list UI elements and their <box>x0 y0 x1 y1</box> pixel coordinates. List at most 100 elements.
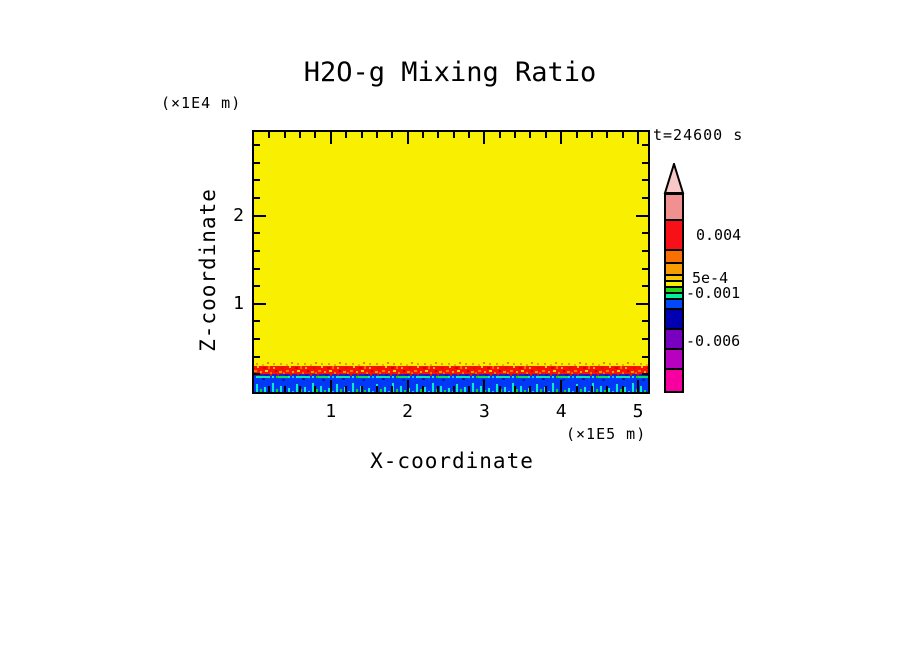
axis-tick <box>437 386 439 392</box>
axis-tick <box>642 338 648 340</box>
axis-tick <box>254 179 260 181</box>
axis-tick <box>314 386 316 392</box>
axis-tick <box>637 380 639 392</box>
colorbar-segment <box>666 286 682 292</box>
axis-tick <box>637 132 639 144</box>
colorbar-segment <box>666 280 682 286</box>
plot-title: H2O-g Mixing Ratio <box>303 57 597 88</box>
colorbar-label: 5e-4 <box>692 269 729 287</box>
axis-tick <box>529 132 531 138</box>
x-tick-label: 5 <box>632 401 644 422</box>
colorbar-segment <box>666 195 682 219</box>
axis-tick <box>514 386 516 392</box>
axis-tick <box>642 232 648 234</box>
axis-tick <box>361 132 363 138</box>
axis-tick <box>483 132 485 144</box>
y-axis-unit-label: (×1E4 m) <box>161 94 242 112</box>
x-tick-label: 2 <box>402 401 414 422</box>
axis-tick <box>591 132 593 138</box>
x-axis-title: X-coordinate <box>370 449 534 473</box>
axis-tick <box>268 132 270 138</box>
axis-tick <box>254 303 266 305</box>
axis-tick <box>622 386 624 392</box>
axis-tick <box>422 386 424 392</box>
axis-tick <box>268 386 270 392</box>
axis-tick <box>391 132 393 138</box>
axis-tick <box>514 132 516 138</box>
axis-tick <box>345 132 347 138</box>
surface-noise-bands <box>254 362 648 392</box>
axis-tick <box>254 232 260 234</box>
colorbar-segment <box>666 219 682 249</box>
axis-tick <box>453 386 455 392</box>
axis-tick <box>345 386 347 392</box>
colorbar-segment <box>666 262 682 274</box>
axis-tick <box>254 373 260 375</box>
axis-tick <box>391 386 393 392</box>
x-tick-label: 4 <box>555 401 567 422</box>
axis-tick <box>284 386 286 392</box>
axis-tick <box>636 215 648 217</box>
x-axis-unit-label: (×1E5 m) <box>566 425 647 443</box>
axis-tick <box>299 386 301 392</box>
axis-tick <box>529 386 531 392</box>
colorbar-segment <box>666 292 682 298</box>
axis-tick <box>254 320 260 322</box>
axis-tick <box>468 132 470 138</box>
colorbar-segment <box>666 368 682 391</box>
axis-tick <box>642 356 648 358</box>
y-tick-label: 1 <box>233 292 244 314</box>
axis-tick <box>284 132 286 138</box>
axis-tick <box>299 132 301 138</box>
axis-tick <box>407 132 409 144</box>
colorbar-arrow-tip-icon <box>663 163 685 194</box>
axis-tick <box>254 268 260 270</box>
colorbar-segment <box>666 348 682 368</box>
axis-tick <box>254 215 266 217</box>
axis-tick <box>254 162 260 164</box>
time-annotation: t=24600 s <box>653 126 744 144</box>
axis-tick <box>606 386 608 392</box>
axis-tick <box>254 356 260 358</box>
colorbar-segment <box>666 274 682 280</box>
x-tick-label: 1 <box>325 401 337 422</box>
x-tick-label: 3 <box>478 401 490 422</box>
axis-tick <box>330 380 332 392</box>
axis-tick <box>545 386 547 392</box>
axis-tick <box>254 144 260 146</box>
axis-tick <box>254 285 260 287</box>
axis-tick <box>499 132 501 138</box>
colorbar-segment <box>666 249 682 262</box>
axis-tick <box>642 250 648 252</box>
axis-tick <box>468 386 470 392</box>
axis-tick <box>376 132 378 138</box>
colorbar-segment <box>666 298 682 308</box>
axis-tick <box>453 132 455 138</box>
colorbar-segment <box>666 328 682 348</box>
axis-tick <box>642 179 648 181</box>
axis-tick <box>642 320 648 322</box>
axis-tick <box>330 132 332 144</box>
axis-tick <box>622 132 624 138</box>
y-tick-label: 2 <box>233 204 244 226</box>
axis-tick <box>499 386 501 392</box>
axis-tick <box>361 386 363 392</box>
axis-tick <box>254 338 260 340</box>
axis-tick <box>642 162 648 164</box>
colorbar-label: 0.004 <box>696 226 742 244</box>
axis-tick <box>642 373 648 375</box>
axis-tick <box>591 386 593 392</box>
axis-tick <box>254 197 260 199</box>
axis-tick <box>636 303 648 305</box>
axis-tick <box>642 144 648 146</box>
colorbar-label: -0.001 <box>686 284 741 302</box>
axis-tick <box>422 132 424 138</box>
axis-tick <box>576 132 578 138</box>
plot-area <box>252 130 650 394</box>
axis-tick <box>254 250 260 252</box>
colorbar-label: -0.006 <box>686 332 741 350</box>
axis-tick <box>314 132 316 138</box>
axis-tick <box>606 132 608 138</box>
axis-tick <box>483 380 485 392</box>
